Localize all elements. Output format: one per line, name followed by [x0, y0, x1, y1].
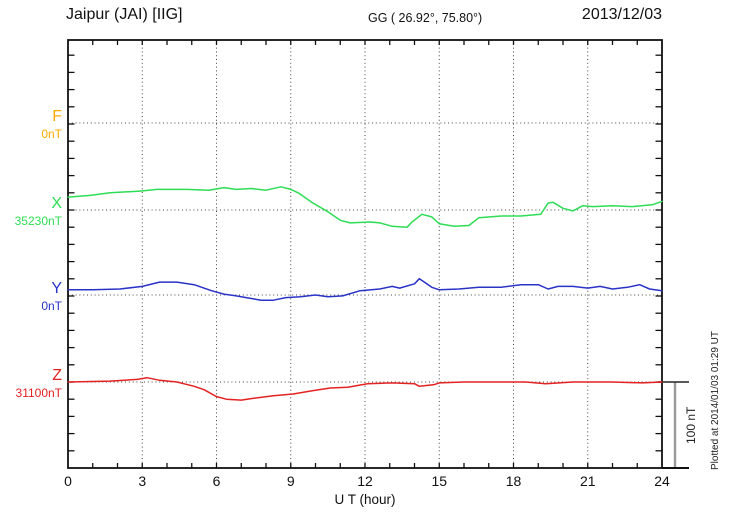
component-letter-Y: Y	[51, 280, 62, 297]
x-tick-label: 18	[505, 473, 522, 489]
component-baseline-Y: 0nT	[41, 299, 62, 313]
component-letter-X: X	[51, 195, 62, 212]
component-letter-F: F	[52, 108, 62, 125]
component-label-F: F 0nT	[41, 106, 62, 141]
component-label-X: X 35230nT	[15, 193, 62, 228]
trace-Z	[67, 376, 663, 401]
plot-frame	[67, 39, 663, 469]
x-tick-label: 21	[579, 473, 596, 489]
station-title: Jaipur (JAI) [IIG]	[66, 6, 183, 23]
x-tick-label: 12	[357, 473, 373, 489]
plotted-timestamp-note: Plotted at 2014/01/03 01:29 UT	[710, 331, 721, 470]
component-label-Z: Z 31100nT	[16, 365, 62, 400]
x-tick-label: 15	[431, 473, 448, 489]
x-tick-label: 6	[212, 473, 221, 489]
component-baseline-X: 35230nT	[14, 214, 62, 228]
component-label-Y: Y 0nT	[41, 278, 62, 313]
x-tick-label: 0	[64, 473, 72, 489]
trace-X	[67, 186, 663, 228]
x-tick-label: 24	[654, 473, 670, 489]
x-axis-label: U T (hour)	[334, 492, 396, 507]
component-letter-Z: Z	[52, 367, 62, 384]
component-baseline-F: 0nT	[41, 127, 62, 141]
scale-bar-label: 100 nT	[684, 406, 698, 444]
component-baseline-Z: 31100nT	[15, 386, 62, 400]
x-tick-label: 9	[286, 473, 295, 489]
x-tick-label: 3	[138, 473, 147, 489]
geo-coordinates: GG ( 26.92°, 75.80°)	[368, 11, 483, 25]
plot-date: 2013/12/03	[581, 6, 662, 23]
trace-Y	[67, 277, 663, 301]
